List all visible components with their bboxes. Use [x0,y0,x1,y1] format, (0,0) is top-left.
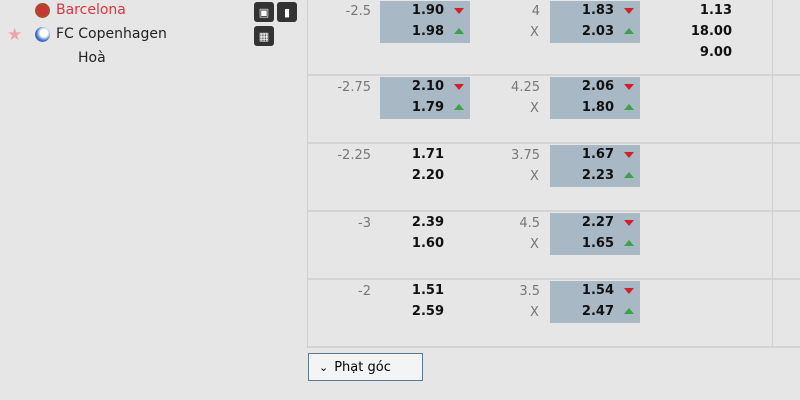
odds-up-arrow-icon [624,240,634,246]
total-line: 4 [531,4,540,19]
under-odd: 1.65 [581,236,614,251]
handicap-line: -2.5 [345,4,371,19]
over-odd: 1.83 [581,3,614,18]
barcelona-logo-icon [35,2,50,18]
1x2-odd[interactable]: 18.00 [690,24,732,39]
handicap-odds[interactable]: 1.90 1.98 [380,1,470,43]
home-team[interactable]: Barcelona [35,2,126,18]
odds-row: -2 1.51 2.59 3.5 X 1.54 2.47 [308,280,800,348]
tv-icon[interactable]: ▣ [254,2,274,22]
over-odd: 1.54 [581,283,614,298]
draw-text: Hoà [78,50,106,66]
chevron-down-icon: ⌄ [319,360,329,374]
away-odd: 2.20 [411,168,444,183]
under-odd: 2.03 [581,24,614,39]
odds-up-arrow-icon [624,28,634,34]
under-label: X [530,101,539,116]
under-odd: 2.23 [581,168,614,183]
odds-down-arrow-icon [454,84,464,90]
odds-down-arrow-icon [454,8,464,14]
over-under-odds[interactable]: 1.83 2.03 [550,1,640,43]
under-odd: 1.80 [581,100,614,115]
over-odd: 2.27 [581,215,614,230]
divider [307,0,308,348]
odds-up-arrow-icon [624,172,634,178]
odds-up-arrow-icon [624,308,634,314]
over-under-odds[interactable]: 1.67 2.23 [550,145,640,187]
away-odd: 2.59 [411,304,444,319]
under-label: X [530,169,539,184]
away-team[interactable]: FC Copenhagen [35,26,167,42]
total-line: 3.5 [519,284,540,299]
total-line: 4.25 [511,80,540,95]
odds-down-arrow-icon [624,8,634,14]
copenhagen-logo-icon [35,26,50,42]
handicap-line: -3 [358,216,371,231]
odds-up-arrow-icon [454,104,464,110]
odds-row: -2.5 1.90 1.98 4 X 1.83 2.03 1.13 18.00 9.… [308,0,800,76]
over-under-odds[interactable]: 1.54 2.47 [550,281,640,323]
home-odd: 1.71 [411,147,444,162]
stats-icon[interactable]: ▮ [277,2,297,22]
odds-down-arrow-icon [624,84,634,90]
away-team-name: FC Copenhagen [56,26,167,42]
handicap-line: -2.75 [337,80,371,95]
handicap-line: -2 [358,284,371,299]
handicap-odds[interactable]: 2.39 1.60 [380,213,470,255]
total-line: 3.75 [511,148,540,163]
home-odd: 1.90 [411,3,444,18]
corner-button-label: Phạt góc [334,359,391,375]
odds-row: -2.75 2.10 1.79 4.25 X 2.06 1.80 [308,76,800,144]
favorite-star-icon[interactable]: ★ [7,25,23,45]
odds-up-arrow-icon [454,28,464,34]
under-odd: 2.47 [581,304,614,319]
home-odd: 2.39 [411,215,444,230]
over-under-odds[interactable]: 2.27 1.65 [550,213,640,255]
handicap-odds[interactable]: 1.71 2.20 [380,145,470,187]
away-odd: 1.98 [411,24,444,39]
odds-down-arrow-icon [624,152,634,158]
divider [772,0,773,348]
handicap-odds[interactable]: 2.10 1.79 [380,77,470,119]
1x2-odd[interactable]: 1.13 [699,3,732,18]
under-label: X [530,25,539,40]
home-odd: 1.51 [411,283,444,298]
draw-label: Hoà [78,50,106,66]
lineup-icon[interactable]: ▦ [254,26,274,46]
odds-up-arrow-icon [624,104,634,110]
odds-down-arrow-icon [624,220,634,226]
1x2-odd[interactable]: 9.00 [699,45,732,60]
over-under-odds[interactable]: 2.06 1.80 [550,77,640,119]
corner-kicks-toggle-button[interactable]: ⌄ Phạt góc [308,353,423,381]
odds-row: -3 2.39 1.60 4.5 X 2.27 1.65 [308,212,800,280]
under-label: X [530,237,539,252]
handicap-odds[interactable]: 1.51 2.59 [380,281,470,323]
away-odd: 1.60 [411,236,444,251]
away-odd: 1.79 [411,100,444,115]
odds-down-arrow-icon [624,288,634,294]
handicap-line: -2.25 [337,148,371,163]
under-label: X [530,305,539,320]
over-odd: 2.06 [581,79,614,94]
total-line: 4.5 [519,216,540,231]
over-odd: 1.67 [581,147,614,162]
odds-row: -2.25 1.71 2.20 3.75 X 1.67 2.23 [308,144,800,212]
home-odd: 2.10 [411,79,444,94]
match-info: Barcelona ★ FC Copenhagen Hoà ▣ ▮ ▦ [0,0,307,400]
home-team-name: Barcelona [56,2,126,18]
